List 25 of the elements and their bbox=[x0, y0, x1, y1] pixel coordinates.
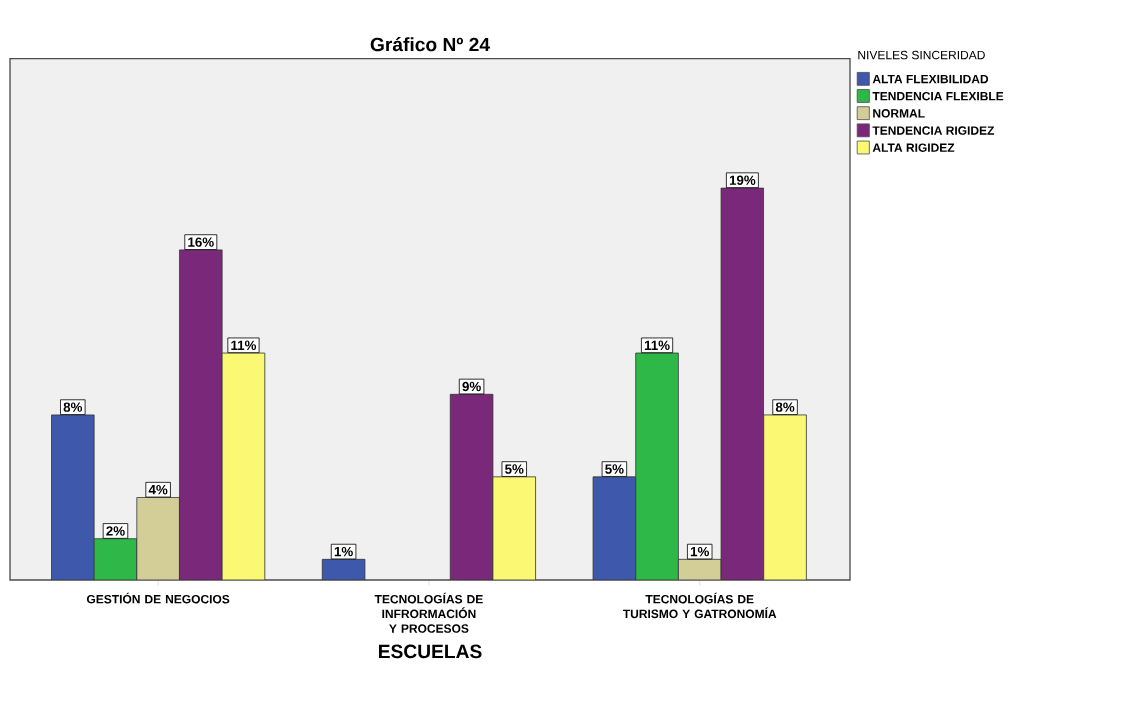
data-label: 2% bbox=[106, 526, 125, 536]
data-label: 8% bbox=[775, 402, 795, 413]
legend-label: ALTA FLEXIBILIDAD bbox=[872, 75, 989, 84]
x-tick-label: TECNOLOGÍAS DE TURISMO Y GATRONOMÍA bbox=[622, 592, 777, 619]
data-label: 11% bbox=[231, 340, 257, 351]
data-label: 1% bbox=[334, 547, 353, 557]
data-label: 8% bbox=[63, 402, 83, 413]
legend-label: TENDENCIA RIGIDEZ bbox=[872, 126, 995, 135]
bar bbox=[51, 414, 95, 581]
legend-label: TENDENCIA FLEXIBLE bbox=[872, 92, 1004, 101]
data-label: 1% bbox=[690, 547, 709, 557]
x-tick-label: TECNOLOGÍAS DE INFRORMACIÓN Y PROCESOS bbox=[374, 592, 483, 633]
x-tick-label: GESTIÓN DE NEGOCIOS bbox=[86, 592, 230, 604]
legend-label: NORMAL bbox=[873, 109, 925, 118]
data-label: 16% bbox=[188, 237, 214, 247]
data-label: 4% bbox=[148, 485, 168, 495]
data-label: 19% bbox=[729, 175, 756, 186]
legend-title: NIVELES SINCERIDAD bbox=[858, 50, 985, 60]
data-label: 9% bbox=[462, 381, 481, 392]
data-label: 5% bbox=[505, 464, 524, 474]
data-label: 5% bbox=[605, 464, 624, 474]
data-label: 11% bbox=[644, 340, 670, 351]
chart-title: Gráfico Nº 24 bbox=[370, 37, 490, 52]
x-axis-title: ESCUELAS bbox=[379, 644, 482, 659]
legend-label: ALTA RIGIDEZ bbox=[872, 143, 955, 153]
